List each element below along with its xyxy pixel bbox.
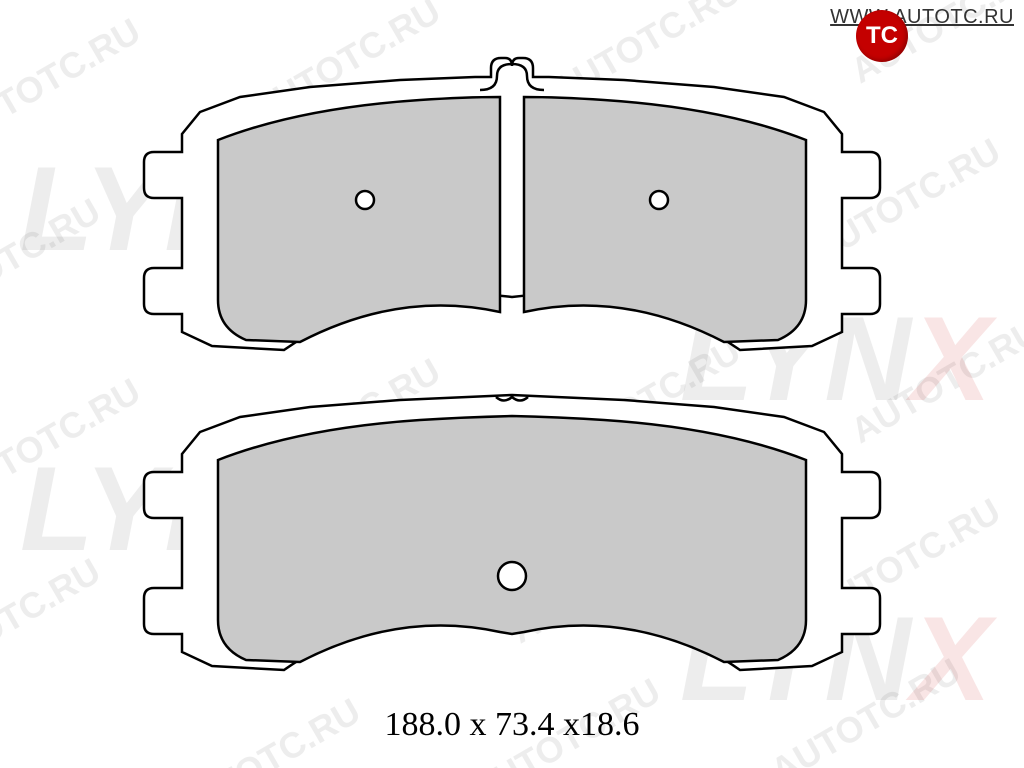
- diagram-canvas: AUTOTC.RU AUTOTC.RU AUTOTC.RU AUTOTC.RU …: [0, 0, 1024, 768]
- badge-letters: TC: [866, 24, 898, 48]
- brake-pad-svg: [0, 0, 1024, 768]
- bottom-friction-material: [218, 416, 806, 662]
- top-hole-right: [650, 191, 668, 209]
- bottom-hole-center: [498, 562, 526, 590]
- dimension-label: 188.0 x 73.4 x18.6: [0, 706, 1024, 744]
- badge-circle: TC: [856, 10, 908, 62]
- top-pad-group: [144, 58, 880, 350]
- site-badge: TC WWW.AUTOTC.RU: [830, 6, 1014, 29]
- bottom-pad-group: [144, 395, 880, 670]
- top-hole-left: [356, 191, 374, 209]
